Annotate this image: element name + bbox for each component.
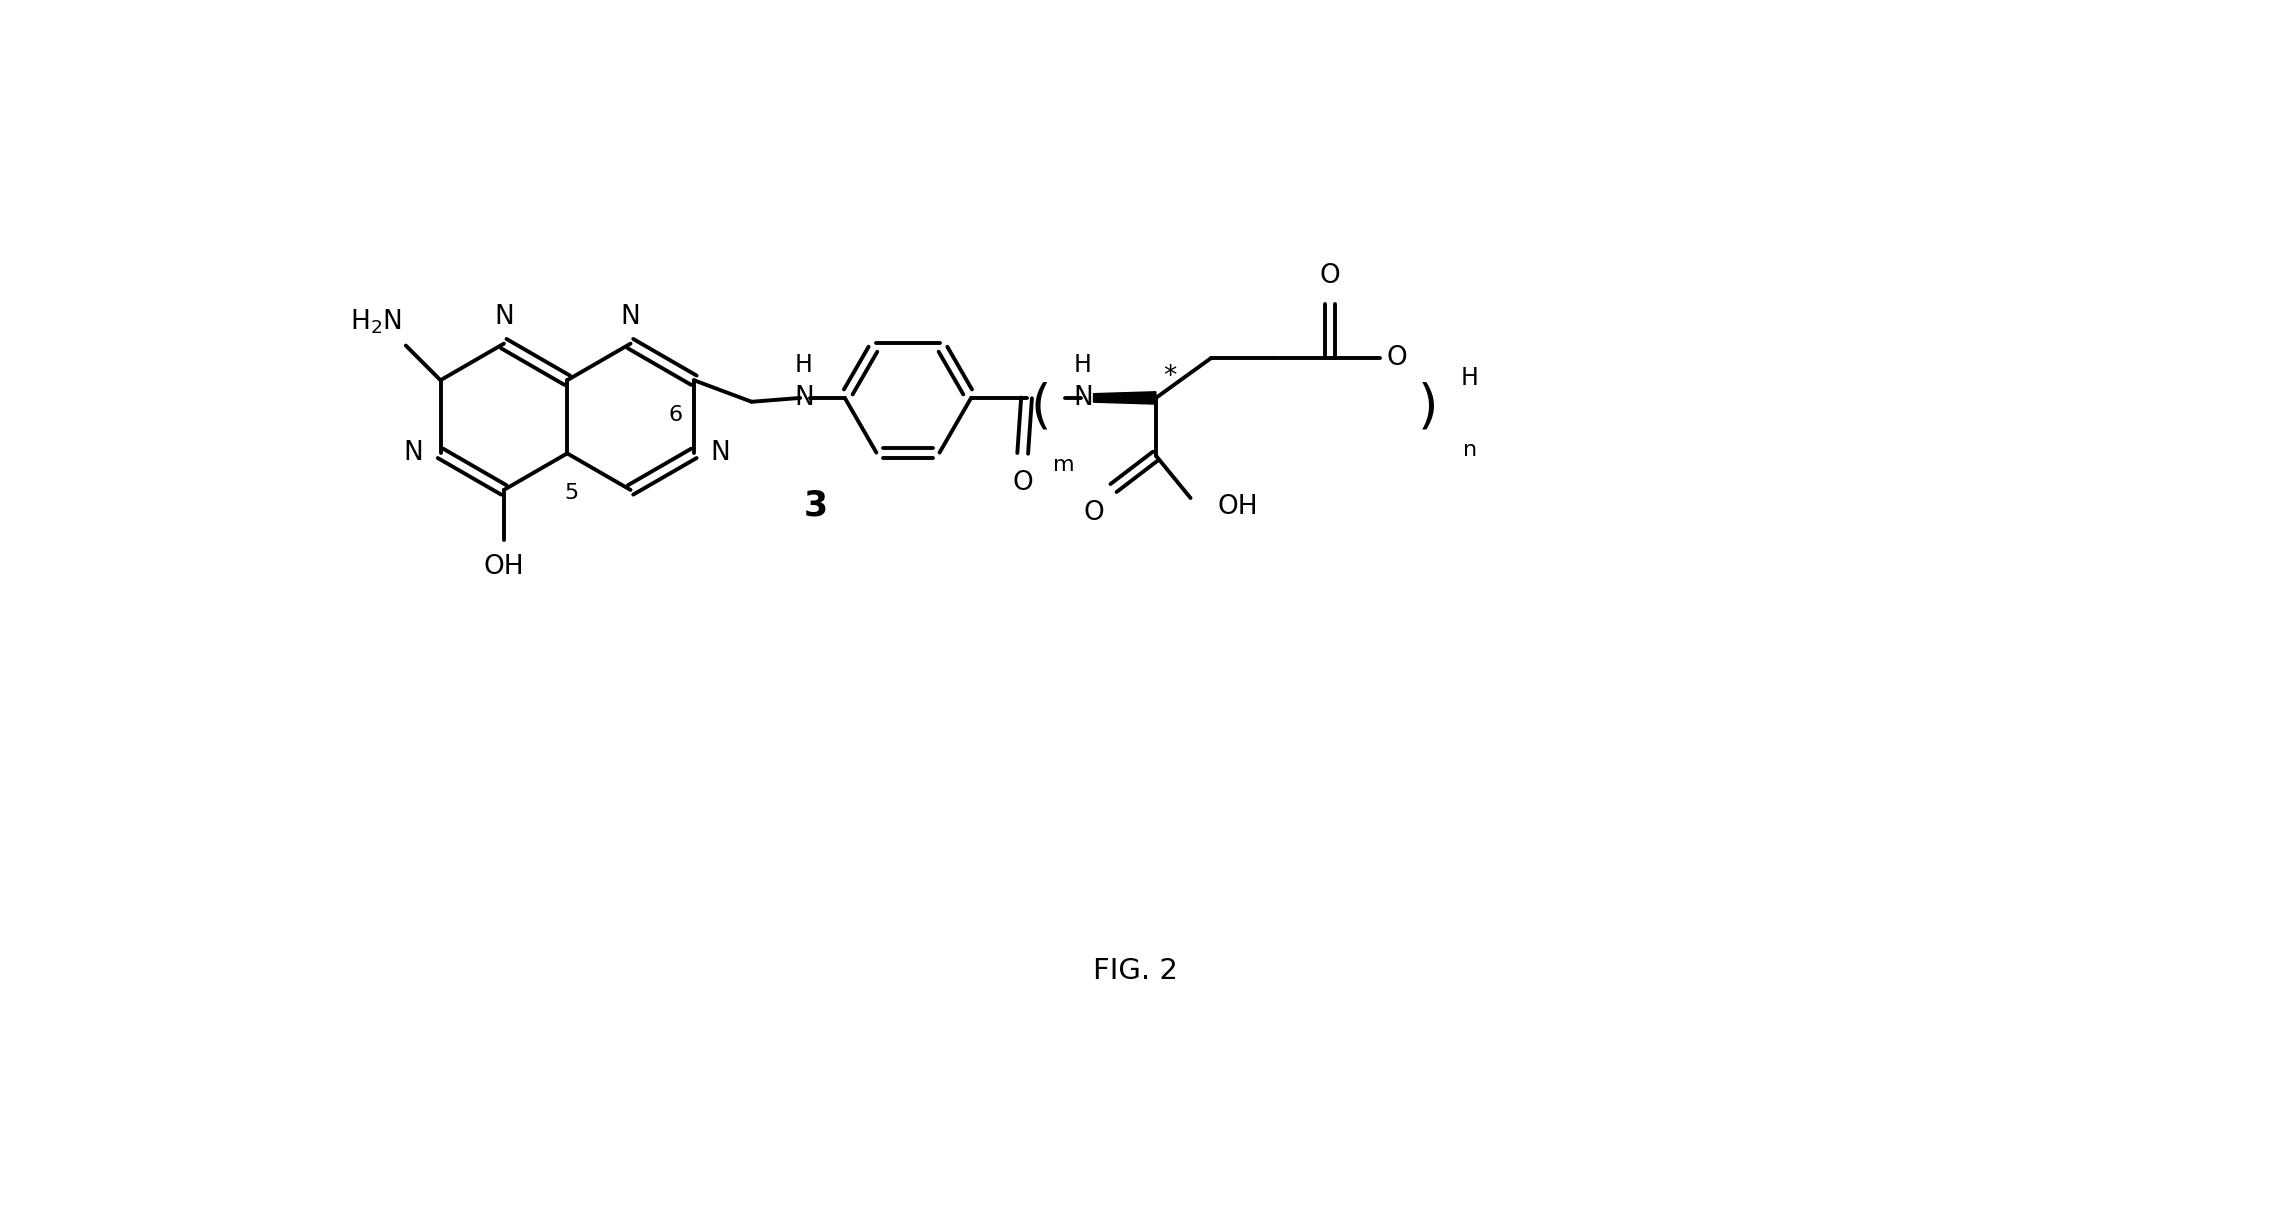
Text: 3: 3 — [804, 488, 827, 523]
Text: H: H — [1462, 366, 1480, 389]
Text: O: O — [1084, 499, 1104, 525]
Text: O: O — [1013, 470, 1033, 496]
Text: 5: 5 — [564, 482, 577, 503]
Text: N: N — [495, 304, 513, 330]
Text: 6: 6 — [669, 405, 683, 425]
Text: N: N — [710, 441, 731, 466]
Text: H$_2$N: H$_2$N — [351, 308, 401, 336]
Text: OH: OH — [1217, 495, 1258, 520]
Text: FIG. 2: FIG. 2 — [1093, 957, 1178, 985]
Text: (: ( — [1031, 381, 1052, 433]
Text: N: N — [621, 304, 641, 330]
Text: N: N — [1072, 385, 1093, 411]
Text: m: m — [1052, 455, 1074, 475]
Text: O: O — [1386, 344, 1407, 371]
Text: O: O — [1320, 263, 1340, 288]
Text: N: N — [403, 441, 424, 466]
Text: *: * — [1164, 364, 1175, 391]
Text: H: H — [795, 353, 813, 377]
Text: OH: OH — [483, 554, 525, 580]
Text: ): ) — [1418, 381, 1439, 433]
Polygon shape — [1093, 392, 1157, 404]
Text: N: N — [795, 385, 813, 411]
Text: n: n — [1464, 440, 1478, 459]
Text: H: H — [1074, 353, 1093, 377]
